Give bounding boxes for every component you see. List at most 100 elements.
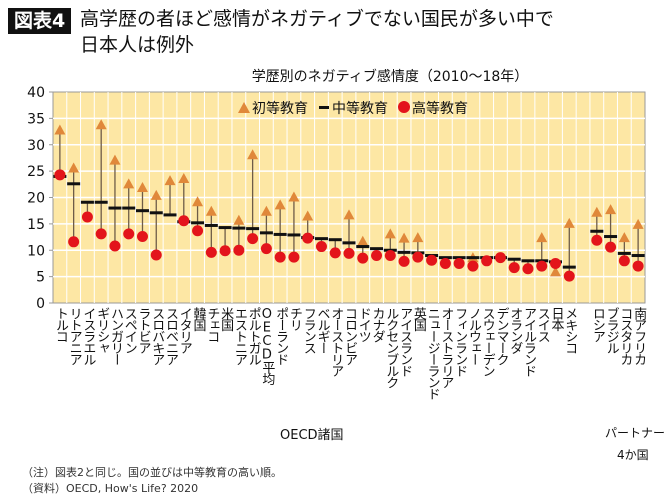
point-tertiary-circle <box>508 262 520 274</box>
point-tertiary-circle <box>219 245 231 257</box>
category-label: スペイン <box>121 307 137 353</box>
point-primary-triangle <box>412 232 424 243</box>
point-secondary-dash <box>218 226 232 230</box>
point-primary-triangle <box>54 124 66 135</box>
category-label: メキシコ <box>562 307 578 353</box>
point-tertiary-circle <box>550 257 562 269</box>
y-tick-label: 20 <box>27 191 45 207</box>
point-tertiary-circle <box>205 246 217 258</box>
source-note: （資料）OECD, How's Life? 2020 <box>22 482 199 495</box>
point-tertiary-circle <box>412 251 424 263</box>
point-secondary-dash <box>370 247 384 251</box>
y-tick-label: 10 <box>27 243 45 259</box>
point-tertiary-circle <box>192 225 204 237</box>
point-tertiary-circle <box>109 240 121 252</box>
point-primary-triangle <box>178 173 190 184</box>
point-tertiary-circle <box>591 234 603 246</box>
point-secondary-dash <box>232 226 246 230</box>
point-tertiary-circle <box>247 233 259 245</box>
point-secondary-dash <box>328 238 342 242</box>
point-tertiary-circle <box>315 241 327 253</box>
category-label: アイスランド <box>397 307 413 376</box>
category-label: ベルギー <box>314 307 330 353</box>
point-tertiary-circle <box>302 232 314 244</box>
y-tick-label: 30 <box>27 138 45 154</box>
category-label: ドイツ <box>355 307 371 342</box>
point-tertiary-circle <box>384 250 396 262</box>
category-label: アイルランド <box>520 307 536 376</box>
point-primary-triangle <box>192 196 204 207</box>
point-secondary-dash <box>631 254 645 258</box>
group-label-oecd: OECD諸国 <box>280 428 344 443</box>
point-secondary-dash <box>273 232 287 236</box>
point-secondary-dash <box>80 200 94 204</box>
y-tick-label: 25 <box>27 164 45 180</box>
category-label: ノルウェー <box>465 307 481 365</box>
category-label: 英国 <box>410 307 426 330</box>
legend-label: 中等教育 <box>332 101 388 117</box>
point-primary-triangle <box>357 235 369 246</box>
category-label: 米国 <box>218 307 234 330</box>
category-label: フランス <box>300 307 316 353</box>
category-label: ニュージーランド <box>424 307 440 399</box>
point-primary-triangle <box>247 149 259 160</box>
point-secondary-dash <box>617 251 631 255</box>
category-label: スウェーデン <box>479 307 495 376</box>
point-secondary-dash <box>342 241 356 245</box>
category-label: スロバキア <box>149 307 165 365</box>
category-label: フィンランド <box>452 307 468 376</box>
category-label: リトアニア <box>66 307 82 365</box>
point-tertiary-circle <box>536 260 548 272</box>
y-tick-label: 5 <box>36 270 45 286</box>
category-label: イタリア <box>176 307 192 353</box>
title-line-1: 高学歴の者ほど感情がネガティブでない国民が多い中で <box>80 8 554 30</box>
point-secondary-dash <box>67 182 81 186</box>
category-label: チリ <box>286 307 302 330</box>
point-secondary-dash <box>452 256 466 260</box>
point-primary-triangle <box>550 266 562 277</box>
point-secondary-dash <box>94 200 108 204</box>
figure-badge: 図表4 <box>8 8 72 34</box>
point-secondary-dash <box>314 237 328 241</box>
point-secondary-dash <box>507 257 521 261</box>
point-tertiary-circle <box>178 215 190 227</box>
y-tick-label: 15 <box>27 217 45 233</box>
point-tertiary-circle <box>260 243 272 255</box>
legend-label: 高等教育 <box>412 101 468 117</box>
group-label-partner: パートナー <box>605 426 666 440</box>
chart-title: 学歴別のネガティブ感情度（2010〜18年） <box>251 69 529 85</box>
point-secondary-dash <box>590 229 604 233</box>
point-tertiary-circle <box>605 241 617 253</box>
category-label: オーストリア <box>328 307 344 376</box>
point-secondary-dash <box>135 209 149 213</box>
circle-icon <box>398 101 410 117</box>
point-tertiary-circle <box>54 169 66 181</box>
point-tertiary-circle <box>494 252 506 264</box>
point-secondary-dash <box>356 245 370 249</box>
triangle-icon <box>238 101 250 117</box>
point-secondary-dash <box>246 227 260 231</box>
point-primary-triangle <box>563 217 575 228</box>
y-tick-label: 0 <box>36 296 45 312</box>
point-secondary-dash <box>397 250 411 254</box>
point-primary-triangle <box>384 228 396 239</box>
category-label: OECD平均 <box>259 307 275 384</box>
legend: 初等教育 中等教育 高等教育 <box>238 98 468 118</box>
point-tertiary-circle <box>426 254 438 266</box>
point-tertiary-circle <box>136 231 148 243</box>
category-label: イスラエル <box>80 307 96 365</box>
category-label: チェコ <box>204 307 220 342</box>
point-primary-triangle <box>274 199 286 210</box>
page-title: 高学歴の者ほど感情がネガティブでない国民が多い中で 日本人は例外 <box>80 6 554 58</box>
point-primary-triangle <box>150 189 162 200</box>
point-secondary-dash <box>163 213 177 217</box>
point-tertiary-circle <box>123 228 135 240</box>
category-label: 韓国 <box>190 307 206 330</box>
legend-item-primary: 初等教育 <box>238 98 308 118</box>
point-tertiary-circle <box>439 257 451 269</box>
point-tertiary-circle <box>274 251 286 263</box>
point-primary-triangle <box>632 218 644 229</box>
point-tertiary-circle <box>371 250 383 262</box>
point-tertiary-circle <box>233 244 245 256</box>
title-line-2: 日本人は例外 <box>80 34 195 56</box>
